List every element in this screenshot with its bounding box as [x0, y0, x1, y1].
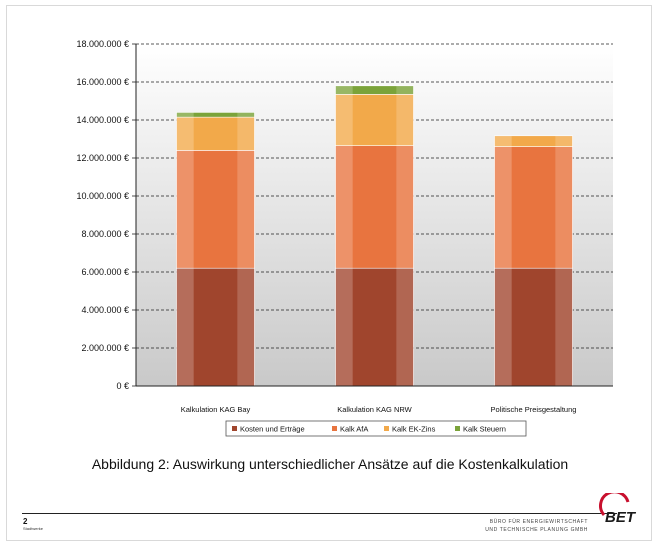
company-line-1: BÜRO FÜR ENERGIEWIRTSCHAFT [489, 519, 588, 525]
y-tick-label: 4.000.000 € [81, 305, 129, 315]
bar-segment [176, 267, 255, 387]
bar-segment [494, 135, 573, 147]
bar-highlight [555, 268, 573, 386]
bar-highlight [494, 268, 512, 386]
bar-segment [494, 146, 573, 269]
bar-highlight [176, 268, 194, 386]
bar-segment [335, 85, 414, 95]
y-tick-label: 16.000.000 € [76, 77, 129, 87]
x-tick-label: Kalkulation KAG NRW [337, 405, 412, 414]
y-tick-label: 10.000.000 € [76, 191, 129, 201]
y-tick-label: 2.000.000 € [81, 343, 129, 353]
y-tick-label: 14.000.000 € [76, 115, 129, 125]
legend-label: Kalk Steuern [463, 425, 506, 434]
bar-highlight [396, 268, 414, 386]
bet-logo-icon: BET [599, 493, 637, 526]
legend-box [225, 420, 527, 437]
bar-highlight [176, 117, 194, 151]
bar-highlight [494, 135, 512, 147]
y-tick-label: 0 € [116, 381, 129, 391]
bar-highlight [396, 85, 414, 95]
bar-highlight [176, 150, 194, 269]
legend-swatch [332, 426, 337, 431]
bar-highlight [494, 146, 512, 269]
legend-swatch [384, 426, 389, 431]
y-tick-label: 6.000.000 € [81, 267, 129, 277]
bar-highlight [237, 150, 255, 269]
legend-label: Kalk EK-Zins [392, 425, 436, 434]
stacked-bar-chart: 0 € 2.000.000 € 4.000.000 € 6.000.000 € 8.00… [76, 39, 613, 437]
x-tick-label: Politische Preisgestaltung [491, 405, 577, 414]
bar-highlight [555, 146, 573, 269]
bar-segment [176, 112, 255, 118]
bar-highlight [335, 85, 353, 95]
bar-highlight [176, 112, 194, 118]
figure-caption: Abbildung 2: Auswirkung unterschiedliche… [91, 456, 569, 472]
page-number: 2 [23, 517, 28, 526]
legend-label: Kalk AfA [340, 425, 368, 434]
page-subtitle: Stadtwerke [23, 526, 44, 531]
y-tick-label: 8.000.000 € [81, 229, 129, 239]
x-tick-label: Kalkulation KAG Bay [181, 405, 251, 414]
bar-highlight [555, 135, 573, 147]
bar-highlight [396, 94, 414, 146]
bar-segment [335, 145, 414, 269]
bar-highlight [237, 117, 255, 151]
bar-segment [494, 267, 573, 387]
logo-text: BET [605, 509, 637, 526]
bar-highlight [237, 112, 255, 118]
company-name: BÜRO FÜR ENERGIEWIRTSCHAFT UND TECHNISCH… [485, 518, 588, 534]
bar-segment [176, 150, 255, 269]
bar-highlight [237, 268, 255, 386]
legend-swatch [455, 426, 460, 431]
bar-highlight [335, 268, 353, 386]
bar-highlight [335, 145, 353, 269]
y-tick-label: 12.000.000 € [76, 153, 129, 163]
footer-divider [22, 513, 617, 514]
bar-highlight [396, 145, 414, 269]
y-tick-label: 18.000.000 € [76, 39, 129, 49]
legend-swatch [232, 426, 237, 431]
legend-label: Kosten und Erträge [240, 425, 305, 434]
bar-segment [335, 94, 414, 146]
bar-highlight [335, 94, 353, 146]
company-line-2: UND TECHNISCHE PLANUNG GMBH [485, 527, 588, 533]
